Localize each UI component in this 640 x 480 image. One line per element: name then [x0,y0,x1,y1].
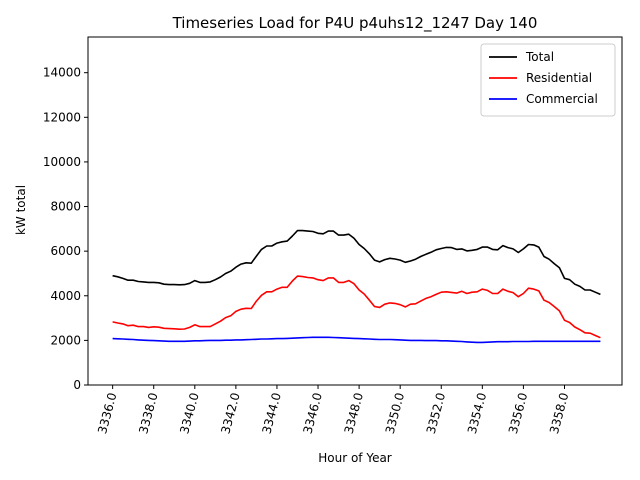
plot-area [112,229,601,344]
y-tick-label: 2000 [50,333,81,347]
series-line-residential [112,275,601,339]
y-axis: 0 2000 4000 6000 8000 10000 12000 14000 [43,66,88,392]
y-tick-label: 8000 [50,200,81,214]
y-axis-label: kW total [14,185,28,235]
y-tick-label: 14000 [43,66,81,80]
legend: Total Residential Commercial [480,43,616,117]
legend-label-total: Total [525,50,554,64]
series-line-commercial [112,336,601,344]
legend-label-commercial: Commercial [526,92,598,106]
plot-frame [87,36,623,386]
x-axis-label: Hour of Year [318,451,392,465]
legend-box [480,43,616,117]
series-line-total [112,229,601,296]
chart-title: Timeseries Load for P4U p4uhs12_1247 Day… [172,14,538,33]
y-tick-label: 6000 [50,244,81,258]
y-tick-label: 0 [73,378,81,392]
y-tick-label: 10000 [43,155,81,169]
y-tick-label: 12000 [43,110,81,124]
y-tick-label: 4000 [50,289,81,303]
legend-label-residential: Residential [526,71,592,85]
